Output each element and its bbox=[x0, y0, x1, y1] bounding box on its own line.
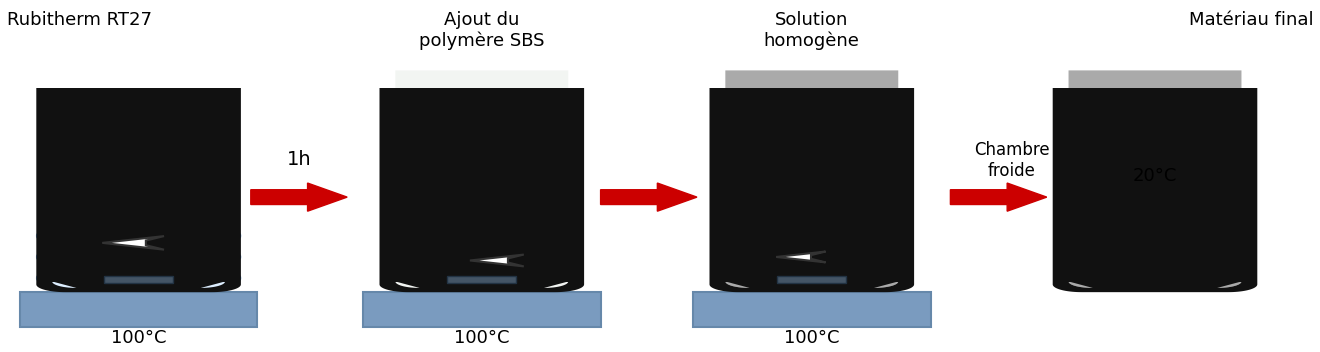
Ellipse shape bbox=[58, 207, 137, 230]
Ellipse shape bbox=[414, 218, 470, 226]
FancyArrow shape bbox=[950, 183, 1047, 211]
Ellipse shape bbox=[421, 165, 477, 173]
Polygon shape bbox=[1069, 70, 1241, 288]
FancyArrow shape bbox=[601, 183, 697, 211]
Ellipse shape bbox=[454, 186, 510, 194]
Bar bbox=[777, 276, 846, 283]
Polygon shape bbox=[396, 70, 568, 288]
Ellipse shape bbox=[507, 193, 562, 201]
Text: Solution
homogène: Solution homogène bbox=[764, 11, 859, 50]
Polygon shape bbox=[776, 252, 825, 262]
Ellipse shape bbox=[161, 225, 240, 247]
PathPatch shape bbox=[710, 88, 913, 292]
Bar bbox=[447, 276, 516, 283]
Ellipse shape bbox=[467, 158, 523, 166]
Ellipse shape bbox=[161, 246, 240, 268]
Ellipse shape bbox=[37, 225, 116, 247]
Ellipse shape bbox=[401, 242, 457, 251]
Bar bbox=[20, 292, 257, 327]
Bar bbox=[104, 276, 173, 283]
Ellipse shape bbox=[120, 267, 199, 289]
Ellipse shape bbox=[161, 267, 240, 289]
Ellipse shape bbox=[404, 189, 459, 198]
Text: 100°C: 100°C bbox=[454, 329, 510, 347]
Text: 1h: 1h bbox=[286, 150, 312, 169]
Ellipse shape bbox=[511, 168, 566, 177]
Bar bbox=[363, 292, 601, 327]
PathPatch shape bbox=[380, 88, 583, 292]
Text: Rubitherm RT27: Rubitherm RT27 bbox=[7, 11, 152, 29]
Text: Matériau final: Matériau final bbox=[1189, 11, 1313, 29]
Ellipse shape bbox=[37, 267, 116, 289]
Polygon shape bbox=[470, 254, 524, 266]
Text: 20°C: 20°C bbox=[1133, 167, 1177, 185]
Text: Chambre
froide: Chambre froide bbox=[974, 141, 1049, 180]
Polygon shape bbox=[103, 236, 164, 250]
Ellipse shape bbox=[37, 246, 116, 268]
Ellipse shape bbox=[78, 246, 157, 268]
PathPatch shape bbox=[36, 88, 240, 292]
Polygon shape bbox=[726, 70, 898, 288]
Polygon shape bbox=[51, 70, 224, 288]
Bar bbox=[693, 292, 931, 327]
Ellipse shape bbox=[140, 207, 219, 230]
Ellipse shape bbox=[474, 214, 529, 222]
Ellipse shape bbox=[467, 242, 523, 251]
Ellipse shape bbox=[78, 267, 157, 289]
FancyArrow shape bbox=[251, 183, 347, 211]
Ellipse shape bbox=[513, 221, 569, 230]
Ellipse shape bbox=[513, 246, 569, 254]
Text: 100°C: 100°C bbox=[784, 329, 840, 347]
Ellipse shape bbox=[120, 246, 199, 268]
Text: Ajout du
polymère SBS: Ajout du polymère SBS bbox=[418, 11, 545, 50]
PathPatch shape bbox=[1053, 88, 1257, 292]
Text: 100°C: 100°C bbox=[111, 329, 166, 347]
